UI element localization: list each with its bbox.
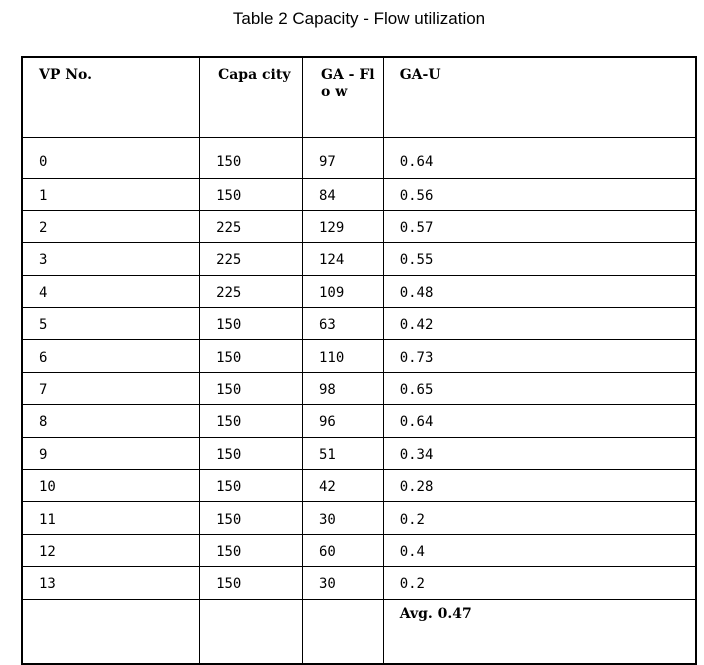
- ga-u-cell: 0.57: [382, 209, 697, 244]
- ga-flow-cell: 60: [301, 533, 384, 568]
- footer-cell-empty: [21, 598, 201, 665]
- table-caption: Table 2 Capacity - Flow utilization: [232, 9, 486, 28]
- table-body: 0 150 97 0.64 1 150 84 0.56 2 225 129 0.57 3 225 124 0.…: [21, 136, 697, 600]
- capacity-cell: 150: [199, 339, 303, 373]
- capacity-cell: 225: [199, 209, 303, 244]
- ga-flow-cell: 51: [301, 436, 384, 471]
- table-row: 4 225 109 0.48: [21, 274, 697, 309]
- footer-cell-empty: [301, 598, 384, 665]
- capacity-cell: 225: [199, 242, 303, 276]
- ga-u-cell: 0.34: [382, 436, 697, 471]
- ga-flow-cell: 96: [301, 404, 384, 438]
- capacity-cell: 150: [199, 136, 303, 179]
- ga-flow-cell: 109: [301, 274, 384, 309]
- ga-flow-cell: 110: [301, 339, 384, 373]
- table-row: 12 150 60 0.4: [21, 533, 697, 568]
- table-row: 11 150 30 0.2: [21, 501, 697, 535]
- table-row: 5 150 63 0.42: [21, 307, 697, 341]
- capacity-cell: 150: [199, 469, 303, 503]
- vp-no-cell: 12: [21, 533, 201, 568]
- table-row: 0 150 97 0.64: [21, 136, 697, 179]
- average-value: Avg. 0.47: [382, 598, 697, 665]
- table-row: 9 150 51 0.34: [21, 436, 697, 471]
- ga-u-cell: 0.65: [382, 371, 697, 406]
- vp-no-cell: 0: [21, 136, 201, 179]
- table-header-row: VP No. Capa city GA - Flo w GA-U: [21, 56, 697, 138]
- ga-u-cell: 0.64: [382, 136, 697, 179]
- vp-no-cell: 10: [21, 469, 201, 503]
- ga-flow-cell: 30: [301, 566, 384, 600]
- ga-u-cell: 0.42: [382, 307, 697, 341]
- header-ga-flow: GA - Flo w: [301, 56, 384, 138]
- capacity-cell: 225: [199, 274, 303, 309]
- ga-flow-cell: 98: [301, 371, 384, 406]
- header-ga-u: GA-U: [382, 56, 697, 138]
- ga-u-cell: 0.48: [382, 274, 697, 309]
- vp-no-cell: 4: [21, 274, 201, 309]
- vp-no-cell: 5: [21, 307, 201, 341]
- vp-no-cell: 6: [21, 339, 201, 373]
- table-row: 13 150 30 0.2: [21, 566, 697, 600]
- vp-no-cell: 13: [21, 566, 201, 600]
- table-row: 8 150 96 0.64: [21, 404, 697, 438]
- ga-u-cell: 0.2: [382, 501, 697, 535]
- table-row: 1 150 84 0.56: [21, 177, 697, 211]
- ga-flow-cell: 129: [301, 209, 384, 244]
- capacity-cell: 150: [199, 404, 303, 438]
- ga-flow-cell: 42: [301, 469, 384, 503]
- capacity-cell: 150: [199, 566, 303, 600]
- ga-u-cell: 0.64: [382, 404, 697, 438]
- vp-no-cell: 8: [21, 404, 201, 438]
- ga-flow-cell: 124: [301, 242, 384, 276]
- capacity-cell: 150: [199, 307, 303, 341]
- vp-no-cell: 11: [21, 501, 201, 535]
- vp-no-cell: 1: [21, 177, 201, 211]
- table-row: 7 150 98 0.65: [21, 371, 697, 406]
- table-row: 3 225 124 0.55: [21, 242, 697, 276]
- capacity-cell: 150: [199, 177, 303, 211]
- table-row: 2 225 129 0.57: [21, 209, 697, 244]
- capacity-cell: 150: [199, 436, 303, 471]
- table-footer-row: Avg. 0.47: [21, 598, 697, 665]
- capacity-cell: 150: [199, 533, 303, 568]
- table-row: 10 150 42 0.28: [21, 469, 697, 503]
- ga-u-cell: 0.55: [382, 242, 697, 276]
- vp-no-cell: 3: [21, 242, 201, 276]
- ga-u-cell: 0.73: [382, 339, 697, 373]
- vp-no-cell: 7: [21, 371, 201, 406]
- capacity-cell: 150: [199, 501, 303, 535]
- ga-flow-cell: 63: [301, 307, 384, 341]
- ga-flow-cell: 97: [301, 136, 384, 179]
- capacity-flow-table: VP No. Capa city GA - Flo w GA-U 0 150 97 0…: [21, 56, 697, 665]
- footer-cell-empty: [199, 598, 303, 665]
- vp-no-cell: 2: [21, 209, 201, 244]
- ga-u-cell: 0.4: [382, 533, 697, 568]
- ga-u-cell: 0.28: [382, 469, 697, 503]
- ga-flow-cell: 84: [301, 177, 384, 211]
- ga-u-cell: 0.2: [382, 566, 697, 600]
- ga-u-cell: 0.56: [382, 177, 697, 211]
- table-row: 6 150 110 0.73: [21, 339, 697, 373]
- header-vp-no: VP No.: [21, 56, 201, 138]
- capacity-cell: 150: [199, 371, 303, 406]
- header-capacity: Capa city: [199, 56, 303, 138]
- vp-no-cell: 9: [21, 436, 201, 471]
- ga-flow-cell: 30: [301, 501, 384, 535]
